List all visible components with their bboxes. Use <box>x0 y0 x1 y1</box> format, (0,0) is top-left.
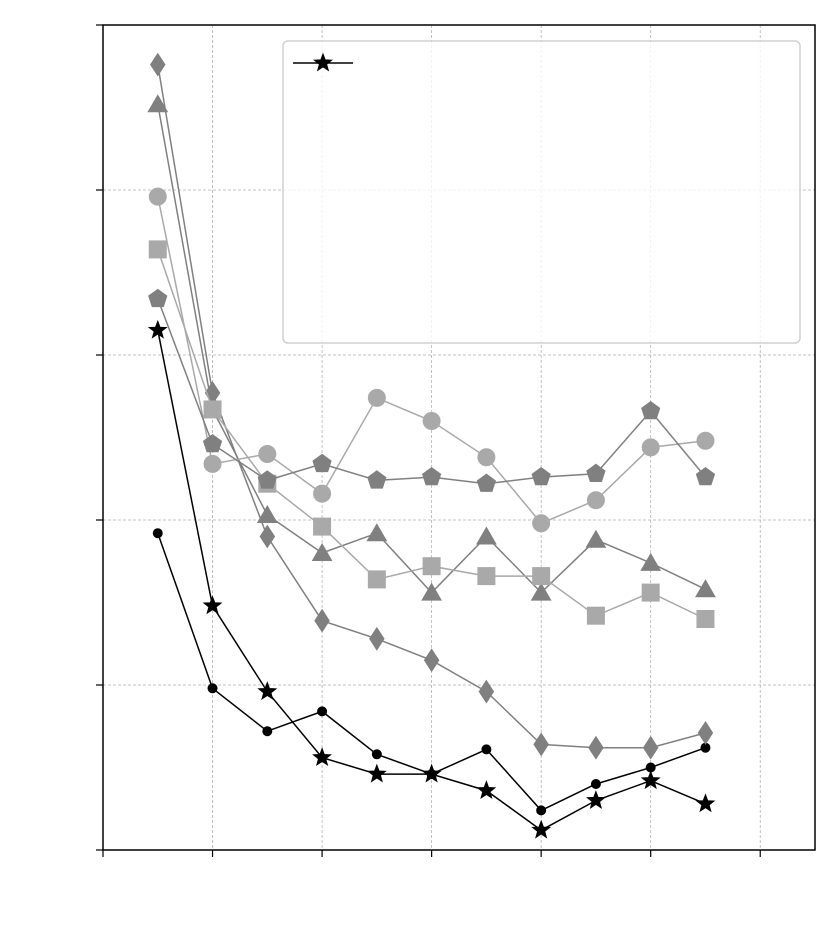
marker <box>312 747 332 767</box>
legend <box>282 40 801 344</box>
marker <box>262 726 273 737</box>
marker <box>642 735 659 760</box>
marker <box>586 463 606 482</box>
marker <box>476 780 497 800</box>
marker <box>313 52 333 72</box>
marker <box>641 438 660 457</box>
marker <box>586 606 605 625</box>
marker <box>366 763 387 783</box>
marker <box>422 412 441 430</box>
marker <box>421 763 442 783</box>
marker <box>585 529 607 548</box>
marker <box>531 466 551 486</box>
marker <box>695 793 716 813</box>
marker <box>588 735 604 760</box>
marker <box>207 683 218 694</box>
marker <box>530 582 552 601</box>
marker <box>476 473 496 492</box>
marker <box>641 583 660 602</box>
marker <box>152 528 163 539</box>
marker <box>640 770 661 790</box>
marker <box>697 720 714 745</box>
marker <box>367 388 386 407</box>
marker <box>203 454 222 473</box>
marker <box>259 524 276 549</box>
marker <box>256 504 278 523</box>
marker <box>312 453 332 473</box>
marker <box>531 819 552 839</box>
marker <box>477 567 496 586</box>
marker <box>317 706 328 717</box>
marker <box>203 400 222 419</box>
marker <box>366 523 388 542</box>
marker <box>696 610 715 628</box>
marker <box>586 491 605 510</box>
marker <box>695 466 716 486</box>
marker <box>477 448 496 467</box>
marker <box>423 648 440 673</box>
marker <box>311 542 333 561</box>
marker <box>147 94 169 113</box>
marker <box>476 526 497 545</box>
marker <box>148 187 167 206</box>
marker <box>257 470 277 489</box>
marker <box>421 582 442 601</box>
marker <box>147 319 168 339</box>
marker <box>258 445 277 463</box>
plot-area <box>147 52 716 839</box>
marker <box>478 679 495 704</box>
marker <box>422 557 441 576</box>
marker <box>532 514 551 533</box>
marker <box>590 779 601 789</box>
marker <box>202 433 223 453</box>
marker <box>148 288 168 308</box>
marker <box>313 484 332 503</box>
marker <box>481 744 492 755</box>
marker <box>641 400 661 420</box>
marker <box>369 626 385 651</box>
marker <box>367 470 387 489</box>
axes-frame <box>102 24 816 851</box>
marker <box>367 570 386 589</box>
marker <box>371 749 382 760</box>
marker <box>422 466 442 486</box>
marker <box>696 431 715 450</box>
marker <box>257 681 278 701</box>
marker <box>202 595 223 615</box>
marker <box>313 517 332 536</box>
marker <box>640 552 662 571</box>
legend-box <box>282 40 801 344</box>
marker <box>536 805 547 816</box>
marker <box>695 579 716 598</box>
marker <box>532 567 551 586</box>
marker <box>150 52 166 77</box>
marker <box>533 732 549 757</box>
marker <box>314 608 330 633</box>
marker <box>148 240 167 259</box>
marker <box>586 790 606 809</box>
